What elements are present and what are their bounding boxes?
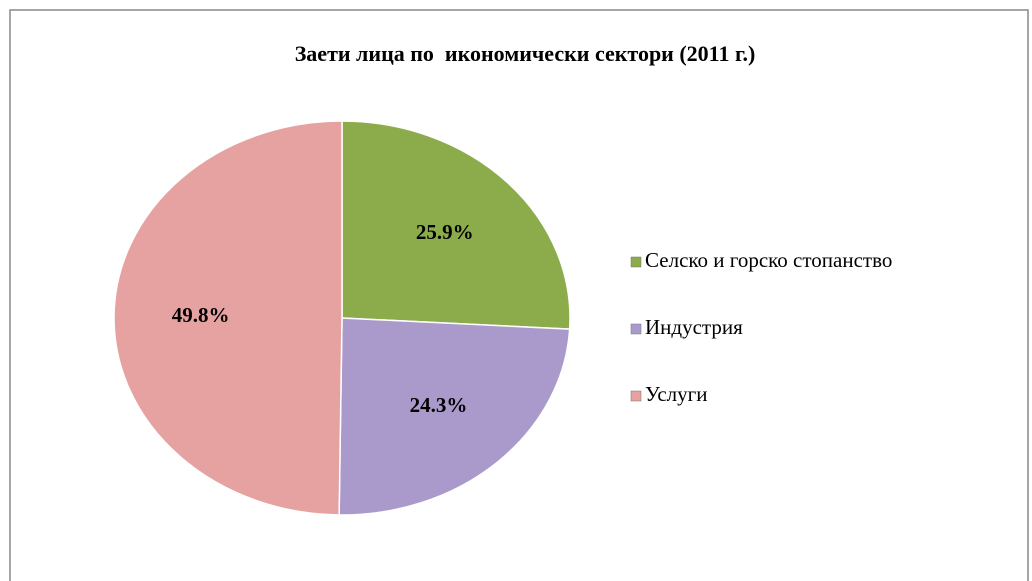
pie-slice bbox=[341, 120, 571, 330]
legend-swatch bbox=[630, 323, 642, 335]
legend-label: Услуги bbox=[645, 382, 708, 406]
legend-label: Индустрия bbox=[645, 315, 743, 339]
pie-slice bbox=[338, 317, 571, 516]
pie-slice bbox=[113, 120, 343, 516]
chart-title: Заети лица по икономически сектори (2011… bbox=[295, 41, 756, 66]
legend-label: Селско и горско стопанство bbox=[645, 248, 892, 272]
legend-swatch bbox=[630, 256, 642, 268]
value-label: 49.8% bbox=[172, 303, 230, 327]
value-label: 24.3% bbox=[410, 393, 468, 417]
legend-swatch bbox=[630, 390, 642, 402]
value-label: 25.9% bbox=[416, 220, 474, 244]
